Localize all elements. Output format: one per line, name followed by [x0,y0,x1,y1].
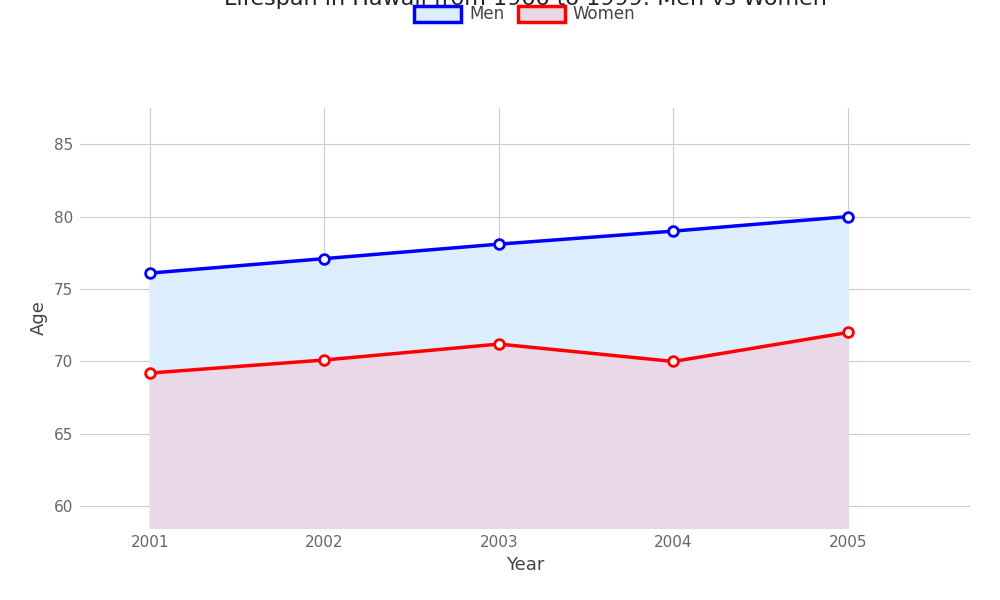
Title: Lifespan in Hawaii from 1966 to 1999: Men vs Women: Lifespan in Hawaii from 1966 to 1999: Me… [224,0,826,8]
Legend: Men, Women: Men, Women [408,0,642,30]
Y-axis label: Age: Age [30,301,48,335]
X-axis label: Year: Year [506,556,544,574]
